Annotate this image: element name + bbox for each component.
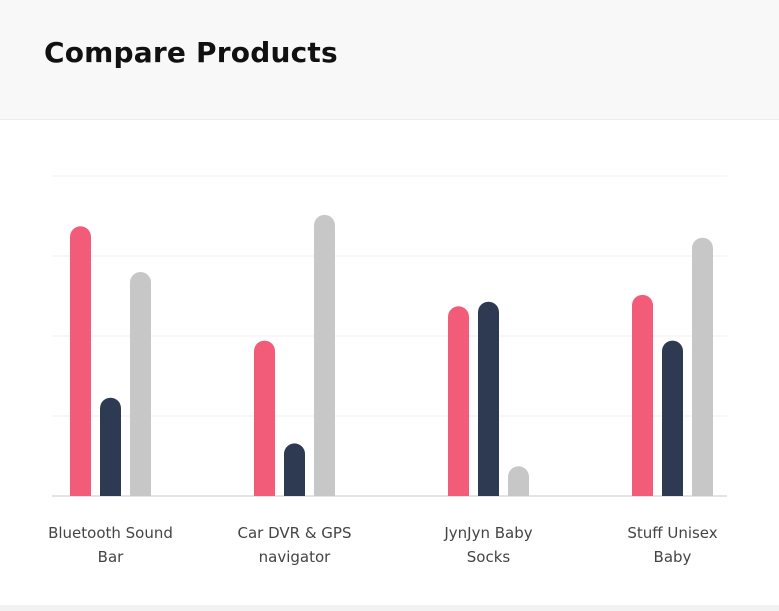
category-label-line: Bluetooth Sound <box>48 524 173 542</box>
bar-4-series-3[interactable] <box>692 237 713 496</box>
bar-2-series-3[interactable] <box>314 214 335 496</box>
card-title: Compare Products <box>44 36 338 69</box>
chart-category-labels: Bluetooth Sound Bar Car DVR & GPS navigator… <box>48 524 718 566</box>
chart-bars <box>70 214 713 496</box>
compare-products-chart: Bluetooth Sound Bar Car DVR & GPS navigator… <box>48 175 727 566</box>
bar-4-series-1[interactable] <box>632 294 653 496</box>
bar-2-series-2[interactable] <box>284 443 305 496</box>
category-label: Stuff Unisex Baby <box>627 524 717 566</box>
bar-1-series-3[interactable] <box>130 272 151 496</box>
category-label-line: navigator <box>259 548 332 566</box>
category-label: Bluetooth Sound Bar <box>48 524 173 566</box>
bar-1-series-2[interactable] <box>100 397 121 496</box>
bar-4-series-2[interactable] <box>662 340 683 496</box>
bar-3-series-1[interactable] <box>448 306 469 496</box>
bar-2-series-1[interactable] <box>254 340 275 496</box>
bar-1-series-1[interactable] <box>70 226 91 496</box>
card-header: Compare Products <box>0 0 779 120</box>
chart-gridlines <box>52 175 727 497</box>
card-footer-divider <box>0 605 779 611</box>
category-label-line: Socks <box>467 548 511 566</box>
category-label-line: JynJyn Baby <box>443 524 532 542</box>
category-label-line: Car DVR & GPS <box>238 524 352 542</box>
bar-3-series-3[interactable] <box>508 466 529 496</box>
category-label-line: Stuff Unisex <box>627 524 717 542</box>
category-label-line: Baby <box>654 548 692 566</box>
category-label-line: Bar <box>98 548 124 566</box>
category-label: Car DVR & GPS navigator <box>238 524 352 566</box>
category-label: JynJyn Baby Socks <box>443 524 532 566</box>
bar-3-series-2[interactable] <box>478 301 499 496</box>
